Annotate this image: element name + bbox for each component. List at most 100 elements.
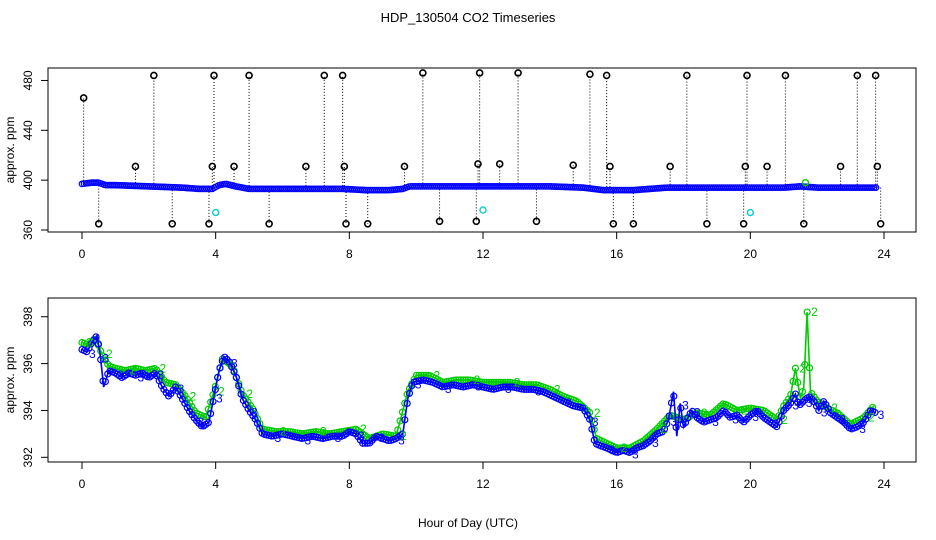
series-3-label: 3 bbox=[694, 405, 701, 419]
spike-point bbox=[320, 71, 329, 80]
series-2-label: 2 bbox=[320, 425, 327, 439]
bottom-x-tick-label: 20 bbox=[744, 477, 758, 491]
series-3-label: 3 bbox=[415, 377, 422, 391]
bottom-y-tick-label: 396 bbox=[21, 353, 35, 373]
spike-point bbox=[265, 219, 273, 228]
bottom-axes: 0 4 8 12 16 20 24 392 394 396 398 bbox=[21, 306, 891, 491]
series-3-label: 3 bbox=[231, 356, 238, 370]
top-x-tick-label: 0 bbox=[79, 247, 86, 261]
series-3-point bbox=[92, 333, 100, 341]
bottom-y-tick-label: 394 bbox=[21, 400, 35, 420]
series-3-label: 3 bbox=[305, 434, 312, 448]
green-point bbox=[801, 178, 810, 187]
series-3-point bbox=[164, 392, 173, 400]
series-3-point bbox=[665, 412, 673, 420]
series-3-label: 3 bbox=[792, 398, 799, 412]
series-2-label: 2 bbox=[360, 422, 367, 436]
spike-point bbox=[338, 71, 347, 80]
series-2-point bbox=[459, 376, 467, 384]
series-2-point bbox=[745, 404, 753, 413]
spike-point bbox=[150, 71, 158, 80]
spike-point bbox=[342, 219, 350, 228]
series-3-point bbox=[214, 373, 222, 382]
series-3-point bbox=[359, 439, 367, 447]
series-3-point bbox=[333, 432, 341, 440]
spike-point bbox=[94, 219, 103, 228]
series-2-point bbox=[798, 388, 807, 396]
series-3-label: 3 bbox=[609, 443, 616, 457]
series-3-point bbox=[588, 425, 596, 433]
top-spike-lines bbox=[83, 72, 882, 224]
series-2-label: 2 bbox=[781, 413, 788, 427]
series-3-point bbox=[777, 412, 786, 420]
spike-point bbox=[205, 219, 213, 228]
top-x-tick-label: 16 bbox=[610, 247, 624, 261]
series-3-label: 3 bbox=[445, 382, 452, 396]
series-3-label: 3 bbox=[137, 370, 144, 384]
series-3-point bbox=[672, 423, 680, 431]
series-3-label: 3 bbox=[821, 405, 828, 419]
top-y-tick-label: 400 bbox=[21, 170, 35, 190]
series-2-label: 2 bbox=[129, 364, 136, 378]
series-3-label: 3 bbox=[732, 412, 739, 426]
top-x-tick-label: 24 bbox=[877, 247, 891, 261]
series-3-point bbox=[83, 348, 91, 356]
spike-point bbox=[683, 71, 691, 80]
bottom-x-tick-label: 4 bbox=[212, 477, 219, 491]
series-2-label: 2 bbox=[280, 425, 287, 439]
series-3-point bbox=[328, 432, 336, 440]
series-2-point bbox=[803, 308, 811, 316]
bottom-x-tick-label: 16 bbox=[610, 477, 624, 491]
spike-point bbox=[602, 71, 611, 80]
spike-point bbox=[873, 162, 882, 171]
series-3-point bbox=[871, 408, 879, 417]
series-2-point bbox=[801, 360, 809, 369]
series-3-point bbox=[501, 383, 509, 391]
series-3-label: 3 bbox=[102, 352, 109, 366]
series-3-point bbox=[216, 364, 224, 372]
baseline-point bbox=[870, 184, 878, 192]
series-2-label: 2 bbox=[831, 401, 838, 415]
series-3-point bbox=[663, 420, 671, 428]
spike-point bbox=[781, 71, 790, 80]
spike-point bbox=[606, 162, 614, 171]
series-2-label: 2 bbox=[799, 361, 806, 375]
series-3-point bbox=[235, 382, 243, 390]
series-3-label: 3 bbox=[632, 448, 639, 462]
top-x-tick-label: 20 bbox=[744, 247, 758, 261]
spike-point bbox=[472, 217, 481, 226]
spike-point bbox=[340, 162, 349, 171]
spike-point bbox=[743, 71, 751, 80]
spike-point bbox=[853, 71, 862, 80]
top-y-axis-label: approx. ppm bbox=[3, 117, 17, 184]
series-3-point bbox=[331, 432, 339, 440]
spike-point bbox=[586, 70, 594, 79]
series-3-point bbox=[401, 416, 409, 424]
series-2-label: 2 bbox=[106, 347, 113, 361]
bottom-x-tick-label: 0 bbox=[79, 477, 86, 491]
series-2-label: 2 bbox=[811, 305, 818, 319]
spike-point bbox=[666, 162, 674, 171]
top-y-tick-label: 360 bbox=[21, 220, 35, 240]
top-x-tick-label: 4 bbox=[212, 247, 219, 261]
series-3-point bbox=[97, 356, 105, 364]
series-3-label: 3 bbox=[398, 434, 405, 448]
series-2-label: 2 bbox=[400, 429, 407, 443]
bottom-y-tick-label: 398 bbox=[21, 306, 35, 326]
series-3-point bbox=[384, 436, 393, 445]
series-3-label: 3 bbox=[89, 347, 96, 361]
series-3-point bbox=[522, 385, 531, 393]
spike-point bbox=[363, 219, 372, 228]
cyan-point bbox=[211, 208, 220, 217]
bottom-x-tick-label: 12 bbox=[476, 477, 490, 491]
series-3-point bbox=[267, 432, 276, 440]
spike-point bbox=[569, 161, 578, 169]
series-3-point bbox=[277, 430, 285, 438]
spike-point bbox=[741, 162, 750, 171]
series-2-point bbox=[200, 412, 208, 421]
spike-point bbox=[629, 219, 638, 228]
series-3-point bbox=[775, 418, 783, 426]
series-3-point bbox=[307, 432, 315, 441]
series-2-point bbox=[789, 377, 797, 386]
